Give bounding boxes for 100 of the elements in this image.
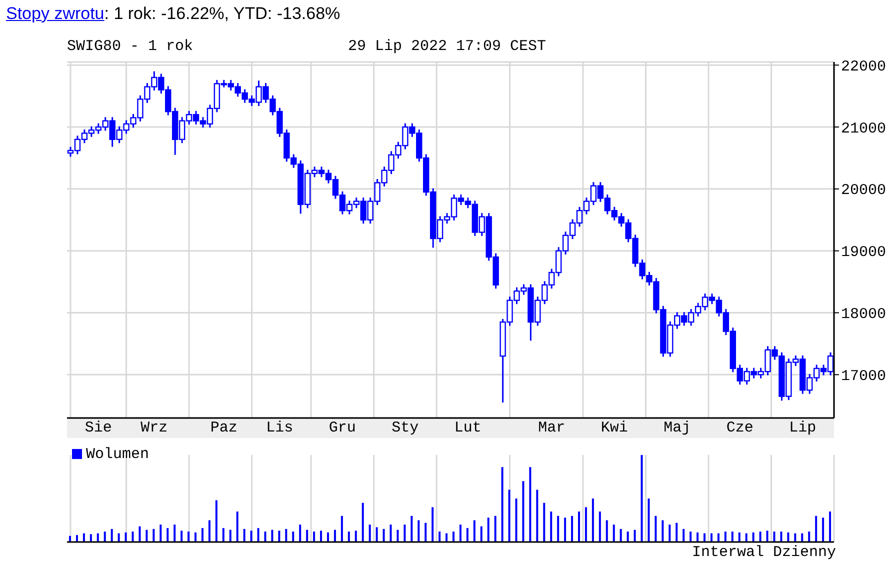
bar (424, 522, 427, 542)
x-tick-label: Lis (266, 420, 294, 437)
bar (418, 520, 420, 542)
text: Stopy zwrotu: 1 rok: -16.22%, YTD: -13.68% (6, 4, 340, 23)
bar (236, 512, 238, 542)
bar (634, 530, 636, 542)
bar (229, 530, 232, 542)
x-tick-label: Maj (664, 420, 691, 437)
bar (390, 524, 392, 542)
bar (410, 516, 413, 542)
bar (432, 507, 434, 542)
bar (166, 528, 169, 542)
bar (564, 518, 566, 542)
bar (124, 532, 127, 542)
text: Interwal Dzienny (692, 544, 836, 561)
bar (620, 528, 622, 542)
bar (773, 532, 776, 542)
x-tick-label: Cze (726, 420, 754, 437)
bar (690, 532, 692, 542)
x-tick-label: Lut (454, 420, 482, 437)
bar (243, 528, 246, 542)
bar (543, 502, 546, 542)
bar (626, 532, 629, 542)
bar (118, 533, 120, 542)
bar (529, 467, 532, 542)
bar (208, 520, 210, 542)
bar (404, 524, 406, 542)
bar (222, 528, 224, 542)
bar (682, 528, 685, 542)
bar (90, 534, 92, 542)
bar (592, 498, 594, 542)
bar (780, 532, 782, 542)
x-tick-label: Wrz (140, 420, 168, 437)
bar (808, 532, 810, 542)
bar (759, 532, 762, 542)
bar (501, 467, 504, 542)
x-tick-label: Gru (328, 420, 356, 437)
bar (640, 455, 643, 542)
bar (794, 533, 796, 542)
bar (438, 532, 441, 542)
bar (752, 532, 754, 542)
bar (285, 528, 288, 542)
bar (271, 530, 274, 542)
x-tick-label: Sie (84, 420, 112, 437)
bar (571, 516, 574, 542)
bar (446, 533, 448, 542)
y-tick-label: 22000 (841, 58, 886, 76)
bar (174, 524, 176, 542)
bar (452, 532, 454, 542)
bar (459, 524, 462, 542)
y-tick-label: 20000 (841, 182, 886, 200)
bar (278, 530, 280, 542)
bar (152, 528, 155, 542)
x-tick-label: Lip (789, 420, 816, 437)
bar (738, 532, 740, 542)
bar (704, 533, 706, 542)
bar (201, 528, 204, 542)
bar (334, 530, 336, 542)
bar (515, 498, 518, 542)
bar (299, 524, 302, 542)
bar (557, 516, 560, 542)
chart-subtitle: 29 Lip 2022 17:09 CEST (348, 38, 546, 55)
bar (320, 530, 322, 542)
bar (710, 533, 712, 542)
bar (138, 526, 141, 542)
bar (473, 520, 476, 542)
bar (648, 498, 650, 542)
bar (676, 522, 678, 542)
bar (306, 530, 308, 542)
y-tick-label: 17000 (841, 368, 886, 385)
bar (257, 528, 260, 542)
bar (146, 530, 148, 542)
bar (96, 533, 99, 542)
bar (180, 530, 183, 542)
bar (376, 527, 378, 542)
bar (354, 530, 357, 542)
y-tick-label: 18000 (841, 306, 886, 324)
bar (598, 512, 601, 542)
bar (508, 490, 510, 542)
bar (313, 532, 316, 542)
bar (801, 533, 804, 542)
bar (480, 526, 482, 542)
y-tick-label: 19000 (841, 244, 886, 262)
bar (368, 524, 371, 542)
bar (787, 532, 790, 542)
bar (612, 524, 615, 542)
bar (522, 481, 524, 542)
chart-title: SWIG80 - 1 rok (67, 38, 194, 55)
bar (550, 512, 552, 542)
bar (340, 516, 343, 542)
x-tick-label: Paz (210, 420, 238, 437)
bar (578, 512, 580, 542)
bar (668, 524, 671, 542)
x-tick-label: Sty (392, 420, 419, 437)
bar (487, 518, 490, 542)
bar (815, 516, 818, 542)
bar (82, 533, 85, 542)
bar (745, 533, 748, 542)
bar (396, 530, 399, 542)
bar (76, 535, 78, 542)
